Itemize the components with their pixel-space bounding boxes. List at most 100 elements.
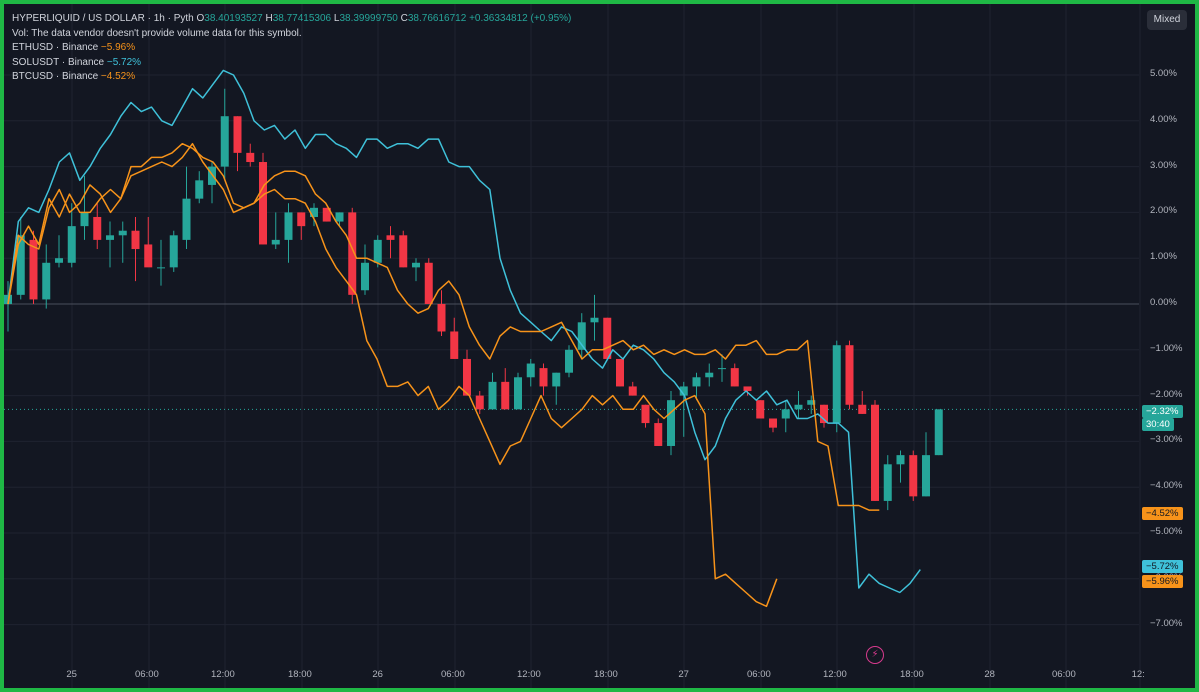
ohlc-c-label: C xyxy=(400,13,408,24)
candle-body xyxy=(386,235,395,240)
candle-body xyxy=(616,358,624,387)
compare-sol-value: −5.72% xyxy=(106,56,142,68)
candle-body xyxy=(42,262,51,300)
ohlc-h-label: H xyxy=(265,13,273,24)
candle-body xyxy=(271,239,280,245)
candle-body xyxy=(820,404,828,424)
sol-price-tag: −5.72% xyxy=(1142,560,1183,573)
lightning-icon[interactable]: ⚡︎ xyxy=(866,646,884,664)
candle-body xyxy=(29,239,38,300)
candle-body xyxy=(284,212,293,240)
candle-body xyxy=(909,455,918,497)
candle-body xyxy=(399,235,408,268)
legend-compare-sol[interactable]: SOLUSDT · Binance −5.72% xyxy=(12,56,571,71)
candle-body xyxy=(565,349,573,373)
ohlc-o-label: O xyxy=(196,13,205,24)
candle-body xyxy=(501,381,510,410)
candle-body xyxy=(233,116,242,153)
candle-body xyxy=(526,363,535,378)
x-tick-label: 12: xyxy=(1131,669,1145,680)
candle-body xyxy=(131,230,140,250)
legend-compare-btc[interactable]: BTCUSD · Binance −4.52% xyxy=(12,70,571,85)
candle-body xyxy=(679,386,688,396)
candle-body xyxy=(424,262,433,304)
legend-main-row: HYPERLIQUID / US DOLLAR · 1h · Pyth O38.… xyxy=(12,12,571,27)
y-tick-label: −7.00% xyxy=(1150,617,1183,629)
candle-body xyxy=(934,409,943,456)
candle-body xyxy=(705,372,714,378)
chart-canvas[interactable] xyxy=(4,4,1195,688)
solusdt-series-line xyxy=(7,69,921,594)
candle-body xyxy=(144,244,153,268)
compare-eth-label: ETHUSD · Binance xyxy=(12,42,99,53)
legend-compare-eth[interactable]: ETHUSD · Binance −5.96% xyxy=(12,41,571,56)
x-tick-label: 25 xyxy=(66,669,77,680)
candle-body xyxy=(450,331,459,359)
candle-body xyxy=(55,258,63,263)
candle-body xyxy=(590,317,599,323)
y-tick-label: 4.00% xyxy=(1150,113,1177,125)
btc-price-tag: −4.52% xyxy=(1142,507,1183,520)
candle-body xyxy=(871,404,879,501)
candle-body xyxy=(743,386,752,392)
x-tick-label: 18:00 xyxy=(288,669,312,680)
y-tick-label: −2.00% xyxy=(1150,388,1183,400)
y-tick-label: −5.00% xyxy=(1150,526,1183,537)
ohlc-o-value: 38.40193527 xyxy=(204,13,263,24)
x-tick-label: 12:00 xyxy=(823,669,847,680)
x-tick-label: 06:00 xyxy=(441,669,465,680)
candle-body xyxy=(922,455,930,497)
candle-body xyxy=(118,230,127,236)
compare-sol-label: SOLUSDT · Binance xyxy=(12,56,105,68)
candle-body xyxy=(297,212,306,227)
eth-price-tag: −5.96% xyxy=(1142,575,1183,588)
candle-body xyxy=(603,317,612,359)
candle-body xyxy=(80,212,89,227)
candle-body xyxy=(858,404,867,414)
candle-body xyxy=(807,400,816,405)
volume-note: Vol: The data vendor doesn't provide vol… xyxy=(12,27,302,39)
candle-body xyxy=(373,239,382,263)
candle-body xyxy=(883,464,892,501)
ohlc-c-value: 38.76616712 xyxy=(407,13,467,24)
candle-body xyxy=(730,368,739,387)
candle-body xyxy=(16,235,25,295)
ohlc-h-value: 38.77415306 xyxy=(272,13,332,24)
compare-eth-value: −5.96% xyxy=(100,42,136,53)
y-tick-label: 3.00% xyxy=(1150,159,1177,171)
candle-body xyxy=(182,198,191,240)
candle-body xyxy=(93,216,102,240)
mixed-mode-button[interactable]: Mixed xyxy=(1147,10,1187,30)
candle-body xyxy=(641,404,650,424)
x-tick-label: 06:00 xyxy=(747,669,771,680)
candle-body xyxy=(514,377,522,410)
candle-body xyxy=(169,235,178,268)
countdown-tag: 30:40 xyxy=(1142,418,1174,431)
y-tick-label: 1.00% xyxy=(1150,251,1177,263)
y-tick-label: −3.00% xyxy=(1150,434,1183,446)
candle-body xyxy=(769,418,777,428)
btcusd-series-line xyxy=(7,142,880,511)
compare-btc-value: −4.52% xyxy=(100,71,136,82)
candle-body xyxy=(246,152,255,163)
candle-body xyxy=(157,267,165,269)
candle-body xyxy=(781,409,790,419)
candle-body xyxy=(896,455,905,465)
x-tick-label: 12:00 xyxy=(517,669,541,680)
candle-body xyxy=(463,358,471,396)
x-tick-label: 06:00 xyxy=(135,669,159,680)
compare-btc-label: BTCUSD · Binance xyxy=(12,71,99,82)
x-tick-label: 06:00 xyxy=(1052,669,1076,680)
candle-body xyxy=(475,395,484,410)
x-tick-label: 26 xyxy=(372,669,383,680)
candle-body xyxy=(220,116,229,167)
symbol-title[interactable]: HYPERLIQUID / US DOLLAR · 1h · Pyth xyxy=(12,13,194,24)
candle-body xyxy=(552,372,561,387)
candle-body xyxy=(208,166,216,185)
candle-body xyxy=(539,368,548,387)
candle-body xyxy=(692,377,701,387)
legend: HYPERLIQUID / US DOLLAR · 1h · Pyth O38.… xyxy=(12,12,571,85)
ohlc-l-value: 38.39999750 xyxy=(339,13,398,24)
candle-body xyxy=(654,423,663,446)
candle-body xyxy=(628,386,637,396)
